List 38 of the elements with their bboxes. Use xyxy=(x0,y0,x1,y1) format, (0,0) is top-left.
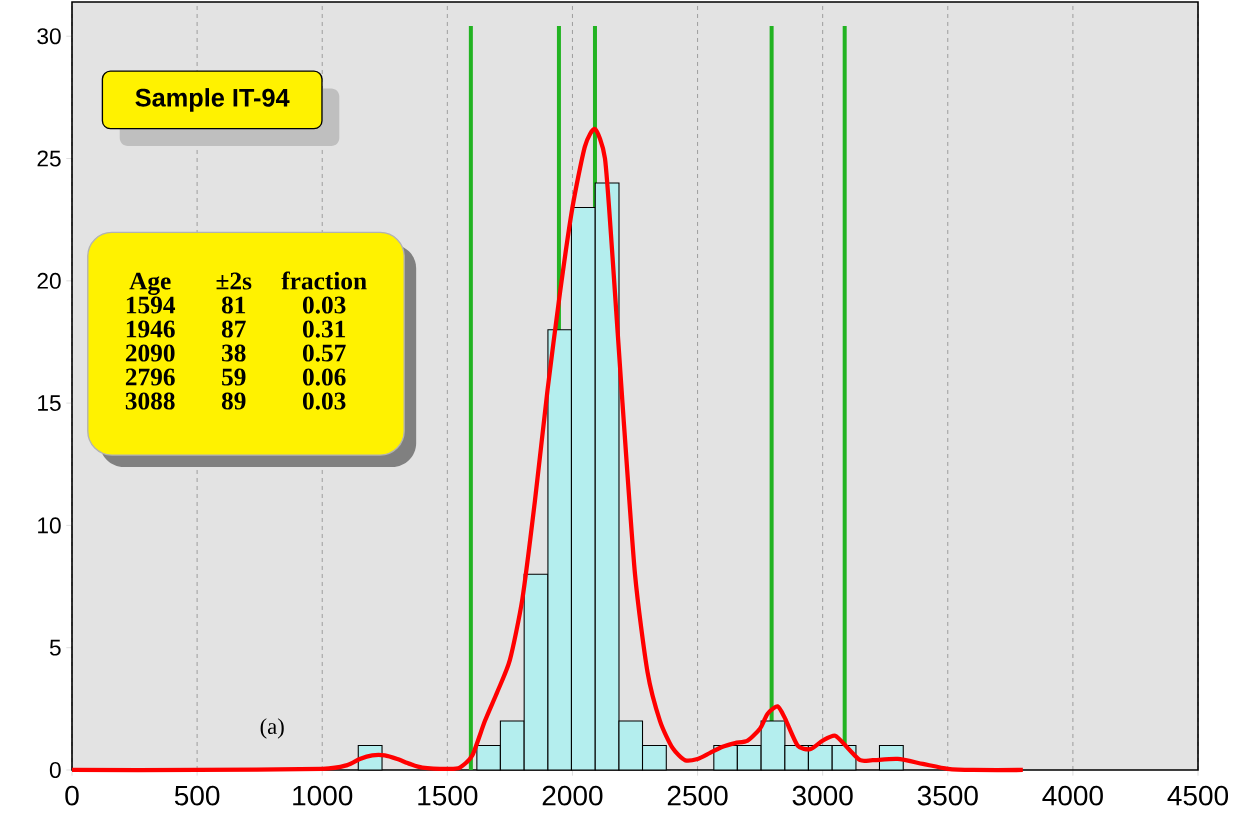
y-tick-label: 10 xyxy=(38,517,61,534)
annotation: fraction xyxy=(281,271,367,290)
annotation: 59 xyxy=(222,368,246,386)
annotation: 0.57 xyxy=(302,344,346,362)
y-tick-label: 5 xyxy=(49,639,61,656)
annotation: 2090 xyxy=(125,344,175,362)
y-tick-label: 0 xyxy=(49,761,61,779)
x-tick-label: 3500 xyxy=(917,785,978,806)
y-tick-label: 20 xyxy=(37,272,61,289)
x-tick-label: 1500 xyxy=(418,785,478,806)
x-tick-label: 0 xyxy=(65,785,79,806)
annotation: (a) xyxy=(260,718,284,739)
line-series xyxy=(69,127,1025,773)
annotation: 0.31 xyxy=(302,320,346,338)
annotation: 3088 xyxy=(125,392,175,410)
annotation: 87 xyxy=(221,320,246,338)
annotation: 0.03 xyxy=(302,296,346,314)
annotation: 0.06 xyxy=(302,368,346,386)
x-tick-label: 500 xyxy=(174,785,220,806)
x-tick-label: 2500 xyxy=(667,785,728,806)
annotation: 2796 xyxy=(125,368,175,386)
y-tick-label: 15 xyxy=(38,395,61,412)
annotation: Age xyxy=(129,272,171,295)
annotation: 89 xyxy=(221,392,246,410)
annotation: 1594 xyxy=(126,296,176,314)
y-tick-label: 30 xyxy=(37,28,61,45)
annotation: Sample IT-94 xyxy=(135,88,290,112)
x-tick-label: 4000 xyxy=(1042,785,1103,806)
annotation: 38 xyxy=(222,344,246,362)
annotation: 0.03 xyxy=(302,392,346,410)
annotation: 1946 xyxy=(126,320,175,338)
x-tick-label: 2000 xyxy=(542,785,603,806)
annotation: 81 xyxy=(221,296,246,314)
x-tick-label: 1000 xyxy=(293,785,353,806)
x-tick-label: 3000 xyxy=(792,785,853,806)
annotation: ±2s xyxy=(216,272,252,290)
y-tick-label: 25 xyxy=(37,150,61,167)
x-tick-label: 4500 xyxy=(1167,785,1229,806)
